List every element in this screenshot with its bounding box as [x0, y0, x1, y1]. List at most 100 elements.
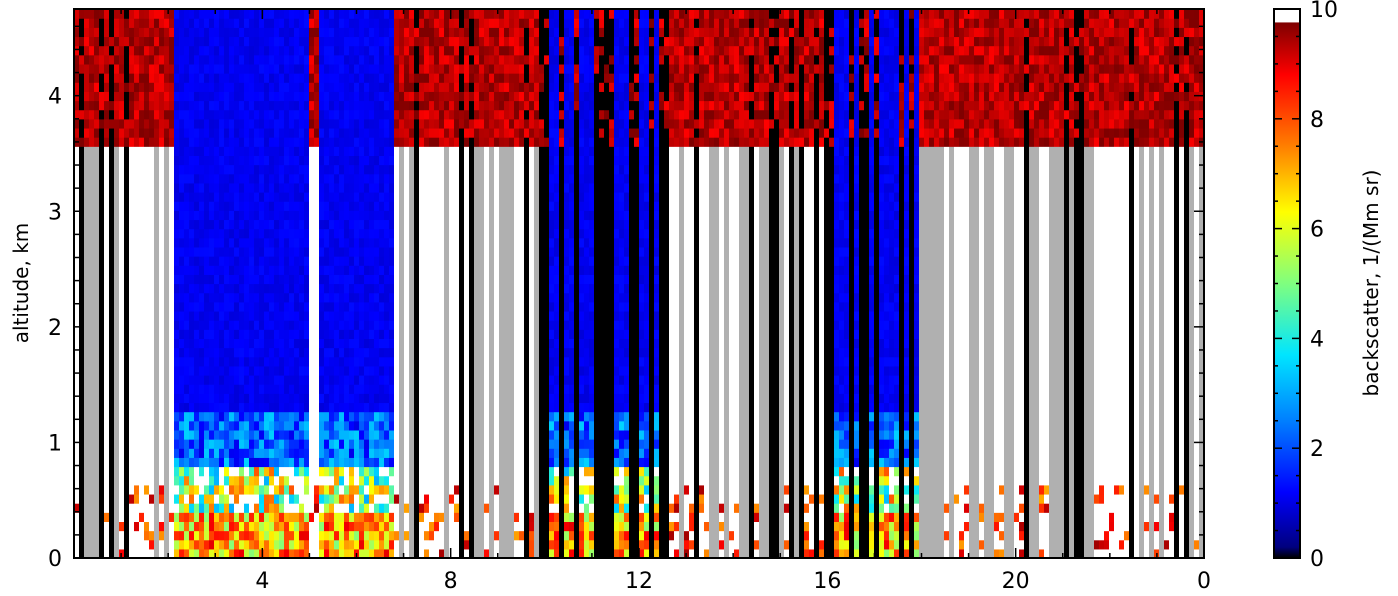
heatmap-cell: [84, 118, 90, 129]
heatmap-cell: [164, 530, 170, 541]
heatmap-cell: [304, 393, 310, 404]
heatmap-cell: [179, 246, 185, 257]
heatmap-cell: [124, 265, 130, 275]
heatmap-cell: [409, 201, 415, 211]
heatmap-cell: [174, 246, 180, 257]
heatmap-cell: [164, 127, 170, 138]
heatmap-cell: [424, 329, 430, 339]
heatmap-cell: [239, 338, 245, 349]
heatmap-cell: [254, 429, 260, 440]
heatmap-cell: [149, 347, 155, 358]
heatmap-cell: [74, 18, 80, 28]
heatmap-cell: [459, 429, 465, 440]
heatmap-cell: [394, 9, 400, 19]
heatmap-cell: [164, 384, 170, 394]
heatmap-cell: [149, 146, 155, 156]
heatmap-cell: [144, 393, 150, 404]
heatmap-cell: [464, 457, 470, 468]
heatmap-cell: [474, 411, 480, 422]
heatmap-cell: [89, 192, 95, 202]
heatmap-cell: [134, 448, 140, 458]
heatmap-cell: [274, 210, 280, 221]
heatmap-cell: [224, 347, 230, 358]
heatmap-cell: [154, 457, 160, 468]
heatmap-cell: [284, 164, 290, 175]
heatmap-cell: [124, 109, 130, 120]
heatmap-cell: [284, 146, 290, 156]
heatmap-cell: [189, 448, 195, 458]
heatmap-cell: [174, 9, 180, 19]
heatmap-cell: [469, 173, 475, 184]
heatmap-cell: [364, 439, 370, 449]
heatmap-cell: [409, 466, 415, 477]
heatmap-cell: [224, 375, 230, 385]
heatmap-cell: [194, 82, 200, 92]
heatmap-cell: [369, 356, 375, 367]
heatmap-cell: [159, 393, 165, 404]
heatmap-cell: [204, 329, 210, 339]
heatmap-cell: [89, 127, 95, 138]
heatmap-cell: [154, 127, 160, 138]
heatmap-cell: [79, 466, 85, 477]
heatmap-cell: [129, 448, 135, 458]
heatmap-cell: [344, 146, 350, 156]
heatmap-cell: [339, 137, 345, 147]
heatmap-cell: [329, 365, 335, 376]
heatmap-cell: [179, 384, 185, 394]
heatmap-cell: [194, 201, 200, 211]
heatmap-cell: [379, 146, 385, 156]
heatmap-cell: [444, 228, 450, 239]
heatmap-cell: [274, 310, 280, 321]
heatmap-cell: [114, 512, 120, 522]
heatmap-cell: [234, 329, 240, 339]
heatmap-cell: [244, 265, 250, 275]
heatmap-cell: [309, 201, 315, 211]
heatmap-cell: [229, 45, 235, 56]
heatmap-cell: [124, 429, 130, 440]
heatmap-cell: [354, 347, 360, 358]
heatmap-cell: [394, 292, 400, 303]
heatmap-cell: [234, 384, 240, 394]
heatmap-cell: [269, 109, 275, 120]
heatmap-cell: [484, 256, 490, 266]
heatmap-cell: [194, 521, 200, 532]
heatmap-cell: [389, 173, 395, 184]
heatmap-cell: [189, 320, 195, 330]
heatmap-cell: [299, 439, 305, 449]
heatmap-cell: [114, 329, 120, 339]
heatmap-cell: [394, 448, 400, 458]
heatmap-cell: [239, 73, 245, 83]
heatmap-cell: [109, 484, 115, 495]
heatmap-cell: [379, 27, 385, 38]
heatmap-cell: [169, 375, 175, 385]
heatmap-cell: [329, 246, 335, 257]
heatmap-cell: [239, 91, 245, 102]
heatmap-cell: [169, 164, 175, 175]
heatmap-cell: [299, 521, 305, 532]
heatmap-cell: [299, 420, 305, 431]
heatmap-cell: [449, 539, 455, 550]
heatmap-cell: [339, 228, 345, 239]
heatmap-cell: [369, 301, 375, 312]
heatmap-cell: [289, 320, 295, 330]
heatmap-cell: [374, 521, 380, 532]
heatmap-cell: [394, 173, 400, 184]
heatmap-cell: [139, 36, 145, 47]
heatmap-cell: [199, 365, 205, 376]
heatmap-cell: [339, 237, 345, 248]
heatmap-cell: [209, 420, 215, 431]
heatmap-cell: [309, 228, 315, 239]
heatmap-cell: [329, 384, 335, 394]
heatmap-cell: [184, 54, 190, 65]
heatmap-cell: [484, 301, 490, 312]
heatmap-cell: [134, 411, 140, 422]
heatmap-cell: [354, 338, 360, 349]
heatmap-cell: [344, 246, 350, 257]
heatmap-cell: [354, 155, 360, 166]
heatmap-cell: [114, 173, 120, 184]
heatmap-cell: [384, 210, 390, 221]
heatmap-cell: [249, 402, 255, 413]
heatmap-cell: [464, 18, 470, 28]
heatmap-cell: [254, 127, 260, 138]
heatmap-cell: [444, 375, 450, 385]
